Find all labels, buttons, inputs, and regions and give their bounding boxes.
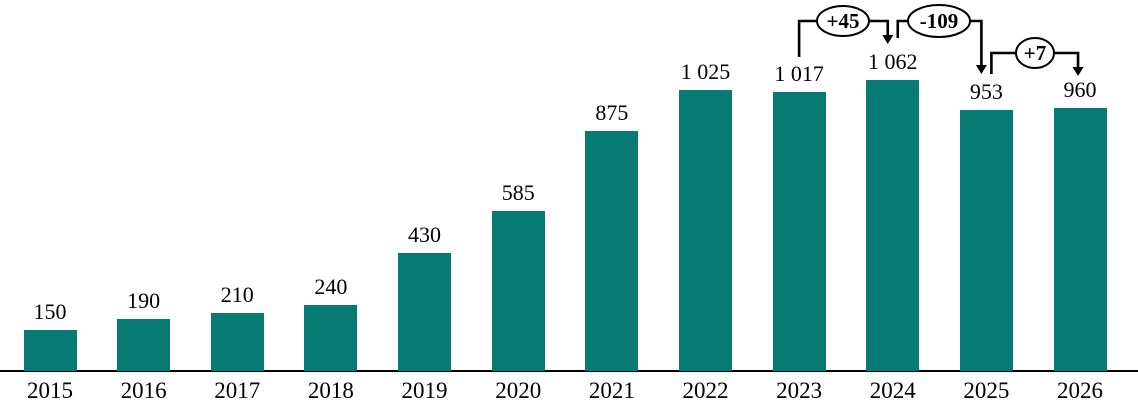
bar-2025 — [959, 109, 1013, 371]
annotation-bubble — [1015, 37, 1055, 69]
bar-2021 — [585, 131, 639, 371]
x-axis-line — [0, 370, 1138, 372]
value-label-2023: 1 017 — [774, 61, 824, 87]
bar-2018 — [304, 305, 358, 371]
x-tick-label-2020: 2020 — [495, 378, 542, 403]
bar-2026 — [1053, 108, 1107, 371]
x-tick-label-2016: 2016 — [120, 378, 167, 403]
x-tick-label-2018: 2018 — [307, 378, 354, 403]
value-label-2020: 585 — [501, 179, 535, 205]
bar-2017 — [210, 313, 264, 371]
x-tick-label-2025: 2025 — [963, 378, 1010, 403]
x-tick-label-2026: 2026 — [1057, 378, 1104, 403]
annotation-bubble — [907, 4, 971, 38]
x-tick-label-2023: 2023 — [776, 378, 823, 403]
value-label-2021: 875 — [595, 100, 629, 126]
x-tick-label-2022: 2022 — [682, 378, 729, 403]
bar-2022 — [678, 90, 732, 371]
x-tick-label-2024: 2024 — [869, 378, 916, 403]
x-tick-label-2021: 2021 — [588, 378, 635, 403]
x-tick-label-2017: 2017 — [214, 378, 261, 403]
value-label-2016: 190 — [127, 287, 161, 313]
arrow-down-icon — [882, 35, 894, 44]
value-label-2017: 210 — [220, 282, 254, 308]
value-label-2024: 1 062 — [868, 49, 918, 75]
bar-2016 — [117, 318, 171, 371]
annotation-delta-label: +7 — [1024, 41, 1046, 65]
x-tick-label-2019: 2019 — [401, 378, 448, 403]
x-tick-label-2015: 2015 — [27, 378, 73, 403]
value-label-2018: 240 — [314, 274, 348, 300]
bar-2024 — [866, 80, 920, 371]
arrow-down-icon — [1072, 67, 1084, 76]
annotation-delta-label: -109 — [920, 9, 959, 33]
annotation-2025-to-2026: +7 — [990, 37, 1084, 76]
bar-2015 — [23, 329, 77, 371]
value-label-2019: 430 — [408, 222, 442, 248]
bar-2019 — [398, 253, 452, 371]
bar-2020 — [491, 210, 545, 371]
annotation-bubble — [816, 5, 870, 37]
value-label-2025: 953 — [969, 78, 1003, 104]
value-label-2026: 960 — [1063, 77, 1097, 102]
annotation-bracket — [990, 51, 1080, 74]
annotation-delta-label: +45 — [827, 9, 860, 33]
value-label-2022: 1 025 — [680, 59, 731, 85]
value-label-2015: 150 — [33, 298, 67, 324]
bar-2023 — [772, 92, 826, 371]
arrow-down-icon — [975, 65, 987, 74]
